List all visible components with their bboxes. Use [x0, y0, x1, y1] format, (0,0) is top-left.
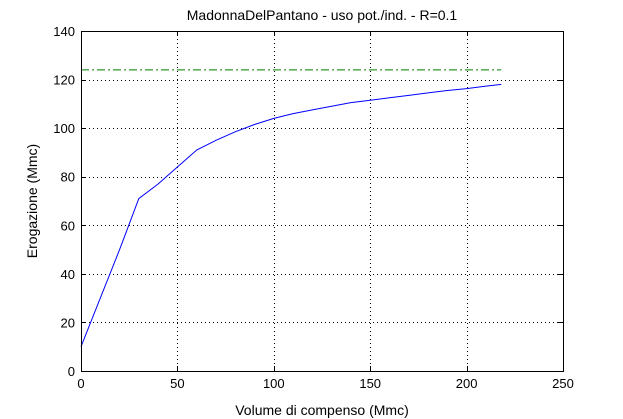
y-tick-label: 0	[68, 364, 75, 379]
x-tick-label: 0	[77, 376, 84, 391]
x-axis-label: Volume di compenso (Mmc)	[235, 402, 409, 418]
x-tick-label: 100	[263, 376, 285, 391]
x-tick-label: 150	[359, 376, 381, 391]
y-tick-label: 100	[53, 121, 75, 136]
y-tick-label: 60	[61, 218, 75, 233]
x-tick-label: 200	[456, 376, 478, 391]
y-tick-label: 40	[61, 267, 75, 282]
x-tick-label: 50	[170, 376, 184, 391]
x-tick-label: 250	[552, 376, 574, 391]
y-tick-label: 140	[53, 24, 75, 39]
plot-area	[81, 31, 563, 371]
y-tick-label: 20	[61, 315, 75, 330]
chart-title: MadonnaDelPantano - uso pot./ind. - R=0.…	[187, 7, 458, 23]
series-line-1	[80, 83, 502, 347]
axes-box	[81, 31, 564, 372]
grid	[81, 31, 563, 371]
series-group	[80, 69, 502, 347]
y-tick-label: 120	[53, 73, 75, 88]
y-tick-label: 80	[61, 170, 75, 185]
ticks: 0 50 100 150 200 250 0 20 40 60 80 100 120 140	[53, 24, 574, 391]
y-axis-label: Erogazione (Mmc)	[24, 144, 40, 258]
